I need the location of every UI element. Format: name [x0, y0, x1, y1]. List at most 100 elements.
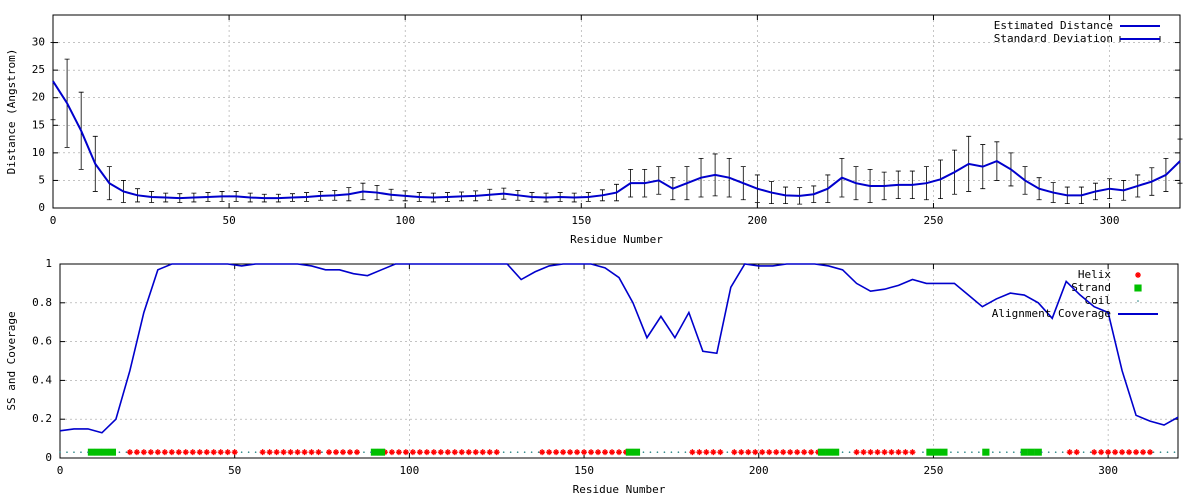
- ss-point: [486, 449, 493, 456]
- ss-point: [1040, 451, 1043, 453]
- x-tick-label: 250: [924, 214, 944, 227]
- ss-point: [1019, 451, 1022, 453]
- ss-point: [388, 449, 395, 456]
- ss-point: [926, 448, 934, 456]
- ss-point: [1098, 449, 1105, 456]
- ss-point: [632, 448, 641, 456]
- ss-point: [87, 448, 96, 456]
- x-tick-label: 100: [399, 464, 419, 477]
- ss-point: [574, 449, 581, 456]
- ss-point: [1061, 451, 1064, 453]
- y-tick-label: 5: [38, 173, 45, 186]
- ss-point: [210, 449, 217, 456]
- ss-point: [66, 451, 68, 453]
- ss-point: [224, 449, 231, 456]
- ss-point: [1112, 449, 1119, 456]
- ss-point: [1159, 451, 1162, 453]
- ss-point: [363, 451, 365, 453]
- ss-point: [301, 449, 308, 456]
- x-axis-label: Residue Number: [570, 233, 663, 246]
- legend-label: Strand: [1071, 281, 1111, 294]
- ss-point: [416, 449, 423, 456]
- ss-point: [59, 451, 61, 453]
- y-tick-label: 30: [32, 36, 45, 49]
- ss-point: [80, 451, 82, 453]
- ss-point: [101, 448, 110, 456]
- ss-point: [581, 449, 588, 456]
- ss-point: [465, 449, 472, 456]
- ss-point: [259, 449, 266, 456]
- ss-point: [339, 449, 346, 456]
- error-bar: [50, 42, 56, 121]
- ss-point: [294, 449, 301, 456]
- ss-point: [609, 449, 616, 456]
- ss-point: [649, 451, 652, 453]
- x-tick-label: 150: [574, 464, 594, 477]
- distance-line: [52, 80, 1181, 200]
- error-bar: [1177, 138, 1183, 184]
- ss-point: [1166, 451, 1169, 453]
- ss-point: [625, 448, 634, 456]
- ss-point: [971, 451, 973, 453]
- ss-point: [766, 449, 773, 456]
- legend-label: Estimated Distance: [994, 19, 1113, 32]
- ss-point: [922, 451, 924, 453]
- ss-point: [957, 451, 959, 453]
- ss-point: [670, 451, 673, 453]
- ss-point: [726, 451, 729, 453]
- x-tick-label: 0: [57, 464, 64, 477]
- ss-point: [818, 448, 826, 456]
- x-tick-label: 50: [228, 464, 241, 477]
- ss-point: [444, 449, 451, 456]
- coverage-line: [59, 263, 1179, 434]
- ss-point: [247, 451, 250, 453]
- ss-point: [326, 449, 333, 456]
- ss-point: [203, 449, 210, 456]
- ss-point: [848, 451, 851, 453]
- y-axis-label: Distance (Angstrom): [5, 49, 18, 175]
- ss-point: [684, 451, 687, 453]
- ss-point: [895, 449, 902, 456]
- ss-point: [451, 449, 458, 456]
- ss-point: [1147, 449, 1154, 456]
- ss-point: [731, 449, 738, 456]
- ss-point: [1091, 449, 1098, 456]
- ss-point: [853, 449, 860, 456]
- ss-point: [745, 449, 752, 456]
- ss-point: [780, 449, 787, 456]
- ss-point: [254, 451, 257, 453]
- legend-label: Coil: [1085, 294, 1112, 307]
- y-tick-label: 0: [45, 451, 52, 464]
- ss-point: [825, 448, 833, 456]
- x-tick-label: 300: [1100, 214, 1120, 227]
- ss-point: [696, 449, 703, 456]
- ss-point: [1152, 451, 1155, 453]
- ss-point: [315, 449, 322, 456]
- ss-point: [353, 449, 360, 456]
- ss-point: [867, 449, 874, 456]
- ss-point: [689, 449, 696, 456]
- ss-point: [950, 451, 952, 453]
- y-tick-label: 25: [32, 63, 45, 76]
- ss-point: [874, 449, 881, 456]
- ss-point: [992, 451, 994, 453]
- ss-point: [881, 449, 888, 456]
- ss-point: [787, 449, 794, 456]
- ss-point: [1027, 448, 1035, 456]
- ss-point: [964, 451, 966, 453]
- ss-point: [560, 449, 567, 456]
- ss-point: [502, 451, 505, 453]
- ss-point: [595, 449, 602, 456]
- y-tick-label: 0.2: [32, 412, 52, 425]
- ss-point: [537, 451, 540, 453]
- ss-point: [370, 448, 379, 456]
- ss-point: [539, 449, 546, 456]
- ss-point: [999, 451, 1001, 453]
- ss-point: [182, 449, 189, 456]
- ss-point: [266, 449, 273, 456]
- ss-point: [1054, 451, 1057, 453]
- ss-point: [321, 451, 323, 453]
- ss-point: [108, 448, 117, 456]
- ss-point: [738, 449, 745, 456]
